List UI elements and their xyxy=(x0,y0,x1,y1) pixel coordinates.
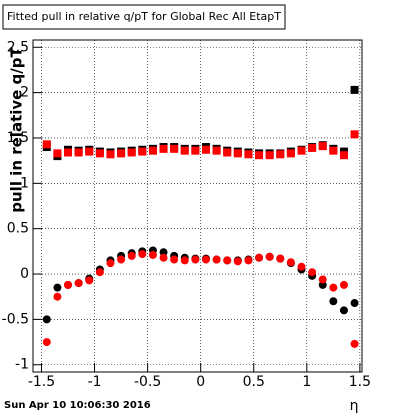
chart-title: Fitted pull in relative q/pT for Global … xyxy=(7,10,281,23)
marker xyxy=(170,144,179,153)
marker xyxy=(127,148,136,157)
marker xyxy=(180,256,189,265)
marker xyxy=(42,140,51,149)
x-tick-label: 1 xyxy=(302,374,311,390)
marker xyxy=(117,149,126,158)
marker xyxy=(148,250,157,259)
marker xyxy=(233,257,242,266)
marker xyxy=(95,149,104,158)
y-tick-label: -1 xyxy=(15,357,29,373)
marker xyxy=(106,150,115,159)
marker xyxy=(201,255,210,264)
marker xyxy=(350,130,359,139)
marker xyxy=(308,268,317,277)
marker xyxy=(329,146,338,155)
marker xyxy=(106,259,115,268)
y-tick-label: -0.5 xyxy=(2,311,29,327)
title-box xyxy=(2,4,286,30)
marker xyxy=(339,306,348,315)
marker xyxy=(318,142,327,151)
marker xyxy=(170,255,179,264)
marker xyxy=(265,151,274,160)
marker xyxy=(159,144,168,153)
x-tick-label: -1 xyxy=(88,374,102,390)
marker xyxy=(244,150,253,159)
x-tick-label: 1.5 xyxy=(349,374,371,390)
marker xyxy=(191,255,200,264)
marker xyxy=(350,85,359,94)
marker xyxy=(318,275,327,284)
marker xyxy=(117,255,126,264)
marker xyxy=(191,146,200,155)
footer: Sun Apr 10 10:06:30 2016 xyxy=(4,400,151,411)
marker xyxy=(223,256,232,265)
marker xyxy=(201,145,210,154)
marker xyxy=(74,148,83,157)
marker xyxy=(64,280,73,289)
marker xyxy=(180,146,189,155)
marker xyxy=(265,252,274,261)
marker xyxy=(297,262,306,271)
x-tick-label: -1.5 xyxy=(28,374,55,390)
marker xyxy=(53,292,62,301)
marker xyxy=(255,253,264,262)
marker xyxy=(286,258,295,267)
marker xyxy=(276,254,285,263)
marker xyxy=(53,283,62,292)
marker xyxy=(42,315,51,324)
marker xyxy=(85,276,94,285)
y-tick-label: 2 xyxy=(20,85,29,101)
marker xyxy=(233,149,242,158)
marker xyxy=(138,147,147,156)
marker xyxy=(350,339,359,348)
marker xyxy=(276,150,285,159)
frame xyxy=(32,39,363,373)
x-tick-label: 0 xyxy=(196,374,205,390)
x-axis-label: η xyxy=(350,398,359,414)
marker xyxy=(95,268,104,277)
marker xyxy=(212,255,221,264)
marker xyxy=(159,253,168,262)
y-tick-label: 0 xyxy=(20,266,29,282)
y-tick-label: 1 xyxy=(20,175,29,191)
marker xyxy=(212,146,221,155)
y-tick-label: 1.5 xyxy=(7,130,29,146)
marker xyxy=(339,280,348,289)
x-tick-label: -0.5 xyxy=(134,374,161,390)
marker xyxy=(85,147,94,156)
marker xyxy=(138,250,147,259)
marker xyxy=(308,143,317,152)
marker xyxy=(286,149,295,158)
marker xyxy=(127,251,136,260)
y-tick-label: 0.5 xyxy=(7,221,29,237)
marker xyxy=(350,299,359,308)
y-tick-label: 2.5 xyxy=(7,39,29,55)
marker xyxy=(42,338,51,347)
marker xyxy=(223,148,232,157)
marker xyxy=(297,146,306,155)
marker xyxy=(64,148,73,157)
marker xyxy=(53,149,62,158)
marker xyxy=(255,151,264,160)
marker xyxy=(329,283,338,292)
marker xyxy=(329,297,338,306)
marker xyxy=(339,151,348,160)
marker xyxy=(74,279,83,288)
y-axis-label: pull in relative q/pT xyxy=(8,46,26,212)
marker xyxy=(148,146,157,155)
marker xyxy=(244,256,253,265)
x-tick-label: 0.5 xyxy=(243,374,265,390)
